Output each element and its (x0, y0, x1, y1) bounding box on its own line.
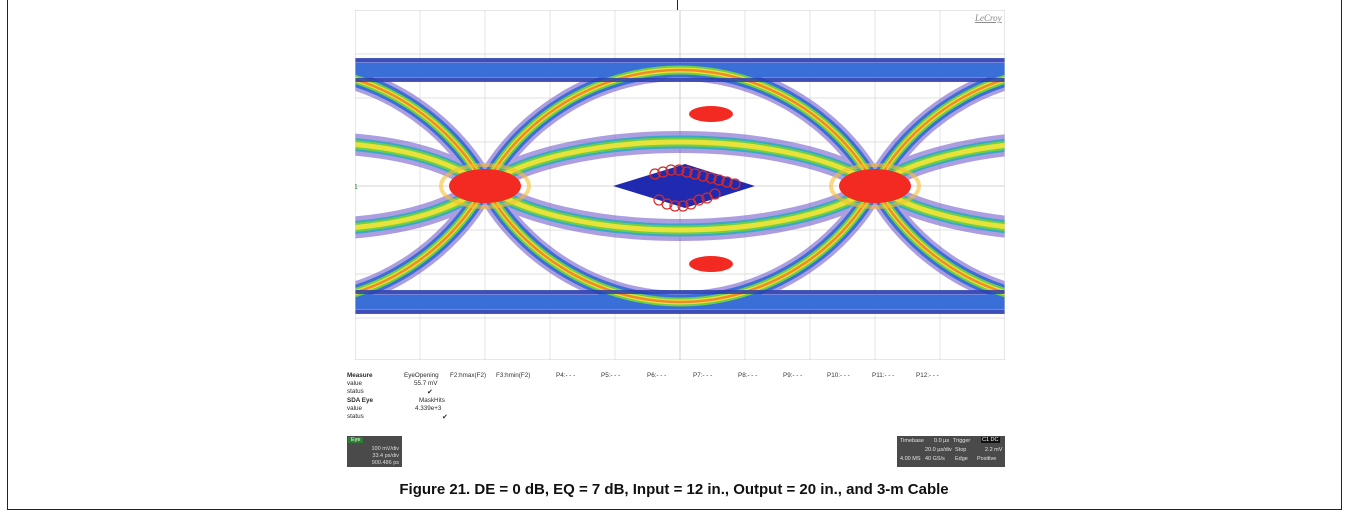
row-label-status: status (347, 388, 364, 395)
param-p12[interactable]: P12:- - - (916, 372, 939, 379)
timebase-trigger-box[interactable]: Timebase 0.0 µs Trigger C1 DC 20.0 µs/di… (897, 436, 1005, 467)
measure-title: Measure (347, 372, 373, 379)
param-p4[interactable]: P4:- - - (556, 372, 576, 379)
eye-traces (355, 58, 1005, 314)
eye-hotspots (449, 106, 911, 272)
param-p7[interactable]: P7:- - - (693, 372, 713, 379)
sda-row-label-status: status (347, 413, 364, 420)
trigger-level: 2.2 mV (985, 447, 1003, 453)
channel-ui: 900.486 ps (371, 460, 399, 466)
sda-row-label-value: value (347, 405, 363, 412)
param-p3[interactable]: F3:hmin(F2) (496, 372, 531, 379)
sda-label[interactable]: MaskHits (419, 397, 445, 404)
param-p9[interactable]: P9:- - - (783, 372, 803, 379)
sda-title: SDA Eye (347, 397, 374, 404)
p1-status-check-icon: ✔ (427, 389, 433, 396)
scope-brand-logo: LeCroy (975, 13, 1002, 23)
trigger-badge: C1 DC (981, 437, 1000, 443)
svg-text:1: 1 (355, 184, 358, 191)
trigger-type: Edge (955, 456, 968, 462)
param-p2[interactable]: F2:hmax(F2) (450, 372, 487, 379)
eye-diagram-display: 1 (355, 10, 1005, 360)
eye-diagram-svg: 1 (355, 10, 1005, 360)
figure-caption: Figure 21. DE = 0 dB, EQ = 7 dB, Input =… (399, 481, 949, 498)
channel-tdiv: 33.4 ps/div (372, 453, 399, 459)
param-p11[interactable]: P11:- - - (872, 372, 895, 379)
p1-label[interactable]: EyeOpening (404, 372, 439, 379)
figure-frame (7, 0, 1342, 510)
p1-value: 55.7 mV (414, 380, 438, 387)
measure-panel: Measure EyeOpening F2:hmax(F2) F3:hmin(F… (347, 372, 1027, 442)
sample-rate: 40 GS/s (925, 456, 945, 462)
timebase-label: Timebase (900, 438, 924, 444)
param-p8[interactable]: P8:- - - (738, 372, 758, 379)
sda-status-check-icon: ✔ (442, 414, 448, 421)
sample-count: 4.00 MS (900, 456, 921, 462)
param-p5[interactable]: P5:- - - (601, 372, 621, 379)
channel-vdiv: 100 mV/div (371, 446, 399, 452)
param-p6[interactable]: P6:- - - (647, 372, 667, 379)
row-label-value: value (347, 380, 363, 387)
trigger-label: Trigger (953, 438, 971, 444)
trigger-mode: Stop (955, 447, 967, 453)
trigger-slope: Positive (977, 456, 997, 462)
channel-tag: Eye (348, 437, 364, 443)
param-p10[interactable]: P10:- - - (827, 372, 850, 379)
mask-hits (649, 164, 741, 212)
timebase-tdiv: 20.0 µs/div (925, 447, 952, 453)
timebase-delay: 0.0 µs (934, 438, 950, 444)
sda-value: 4.339e+3 (415, 405, 442, 412)
channel-descriptor-box[interactable]: Eye 100 mV/div 33.4 ps/div 900.486 ps (347, 436, 402, 467)
frame-divider (677, 0, 678, 14)
